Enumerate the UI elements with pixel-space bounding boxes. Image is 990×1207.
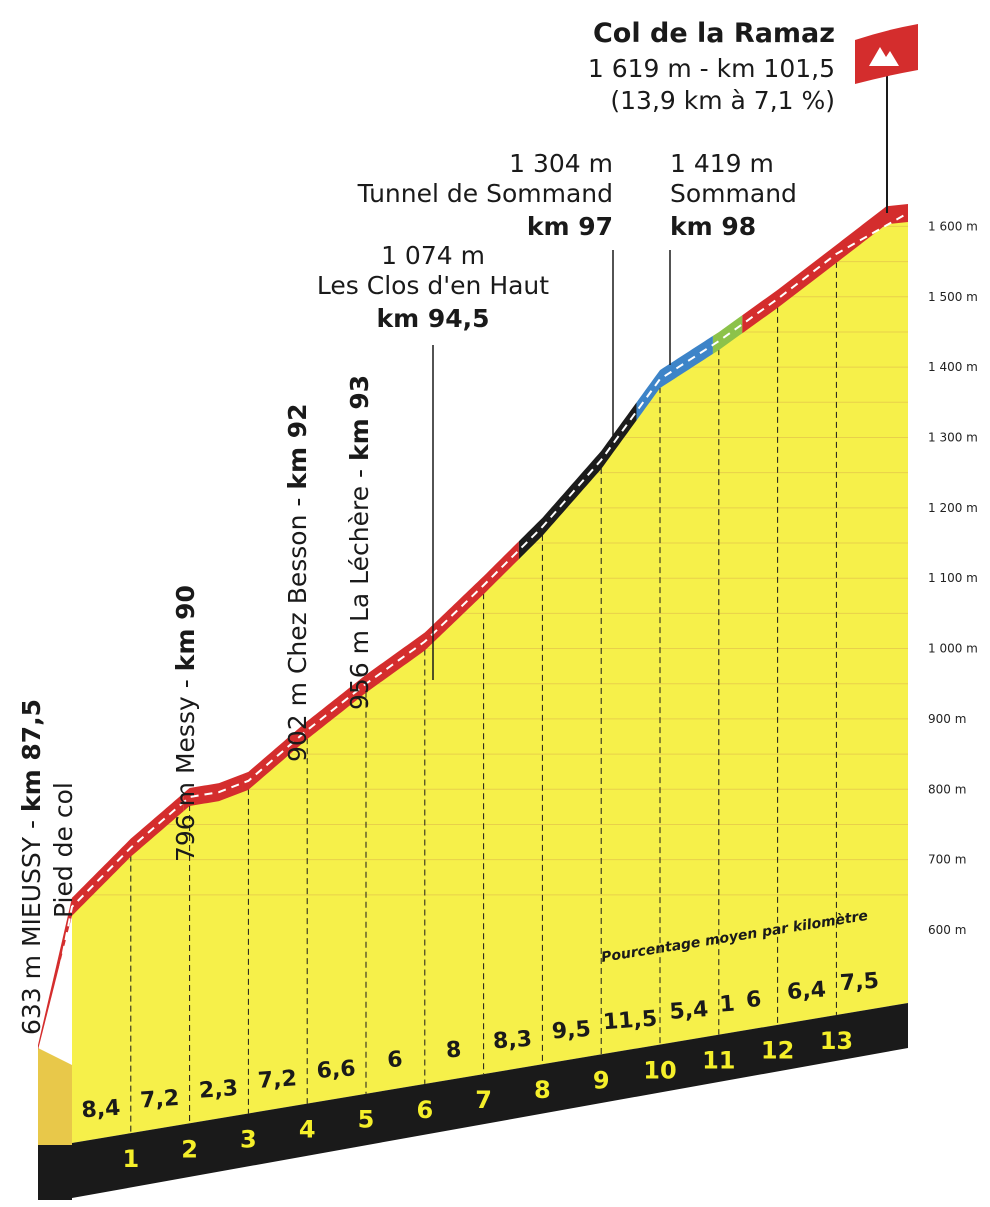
road-segment (242, 541, 519, 793)
km-label: 9 (593, 1066, 610, 1094)
mountain-icon (869, 47, 899, 66)
altitude-tick: 1 200 m (928, 501, 978, 515)
altitude-tick: 1 500 m (928, 290, 978, 304)
km-label: 4 (299, 1116, 316, 1144)
base-strip (72, 1003, 908, 1198)
km-label: 8 (534, 1076, 551, 1104)
gradient-label: 8,3 (492, 1027, 533, 1055)
km-label: 11 (702, 1047, 735, 1075)
gradient-label: 7,2 (139, 1086, 180, 1114)
waypoint-clos-alt: 1 074 m (381, 241, 485, 270)
summit-alt-km: 1 619 m - km 101,5 (588, 54, 835, 83)
gradient-label: 7,2 (257, 1066, 298, 1094)
road-segment (183, 774, 243, 812)
altitude-tick: 1 600 m (928, 219, 978, 233)
gradient-label: 5,4 (669, 997, 710, 1025)
gradient-label: 6 (745, 987, 762, 1013)
gradient-label: 6,4 (786, 977, 827, 1005)
waypoint-clos-name: Les Clos d'en Haut (317, 271, 549, 300)
road-segment (518, 402, 637, 560)
waypoint-clos-km: km 94,5 (376, 304, 489, 333)
km-label: 10 (643, 1056, 676, 1084)
waypoint-sommand-alt: 1 419 m (670, 149, 774, 178)
gradient-label: 2,3 (198, 1076, 239, 1104)
base-left-bottom (38, 1145, 72, 1200)
label-messy: 796 m Messy - km 90 (171, 585, 200, 862)
summit-name: Col de la Ramaz (593, 18, 835, 49)
gradient-label: 6,6 (316, 1056, 357, 1084)
waypoint-tunnel-km: km 97 (527, 212, 613, 241)
waypoint-tunnel-alt: 1 304 m (509, 149, 613, 178)
km-label: 2 (181, 1135, 198, 1163)
km-labels: 1 2 3 4 5 6 7 8 9 10 11 12 13 (122, 1027, 853, 1173)
km-label: 3 (240, 1125, 257, 1153)
km-label: 12 (761, 1037, 794, 1065)
altitude-tick: 1 400 m (928, 360, 978, 374)
altitude-gridlines (84, 225, 908, 896)
flag (855, 24, 918, 84)
gradient-label: 11,5 (602, 1006, 658, 1035)
km-label: 6 (416, 1096, 433, 1124)
waypoint-sommand-km: km 98 (670, 212, 756, 241)
gradient-label: 1 (719, 992, 736, 1018)
km-label: 7 (475, 1086, 492, 1114)
summit-stats: (13,9 km à 7,1 %) (610, 86, 835, 115)
road-start-cap (38, 897, 72, 1050)
profile-area (72, 213, 908, 1143)
altitude-tick: 1 100 m (928, 571, 978, 585)
km-dividers (130, 261, 837, 1134)
altitude-axis: 600 m 700 m 800 m 900 m 1 000 m 1 100 m 1 200 … (928, 219, 978, 937)
km-label: 13 (820, 1027, 853, 1055)
road-centerline (43, 212, 909, 1051)
gradient-labels: 8,4 7,2 2,3 7,2 6,6 6 8 8,3 9,5 11,5 5,4 1 6 6,4 7,5 (81, 969, 880, 1124)
km-label: 5 (358, 1106, 375, 1134)
altitude-tick: 700 m (928, 853, 966, 867)
waypoint-tunnel-name: Tunnel de Sommand (357, 179, 613, 208)
label-la-lechere: 956 m La Léchère - km 93 (345, 375, 374, 710)
gradient-label: 8,4 (81, 1096, 122, 1124)
altitude-tick: 1 300 m (928, 430, 978, 444)
altitude-tick: 600 m (928, 923, 966, 937)
altitude-tick: 1 000 m (928, 642, 978, 656)
label-mieussy: 633 m MIEUSSY - km 87,5 (17, 699, 46, 1035)
waypoint-sommand-name: Sommand (670, 179, 797, 208)
km-label: 1 (122, 1145, 139, 1173)
road-segment (72, 793, 184, 916)
gradient-label: 7,5 (839, 969, 880, 997)
label-pied-de-col: Pied de col (49, 782, 78, 918)
label-chez-besson: 902 m Chez Besson - km 92 (283, 403, 312, 762)
altitude-tick: 900 m (928, 712, 966, 726)
gradient-label: 8 (445, 1037, 462, 1063)
gradient-label: 9,5 (551, 1017, 592, 1045)
gradient-label: 6 (386, 1047, 403, 1073)
altitude-tick: 800 m (928, 782, 966, 796)
